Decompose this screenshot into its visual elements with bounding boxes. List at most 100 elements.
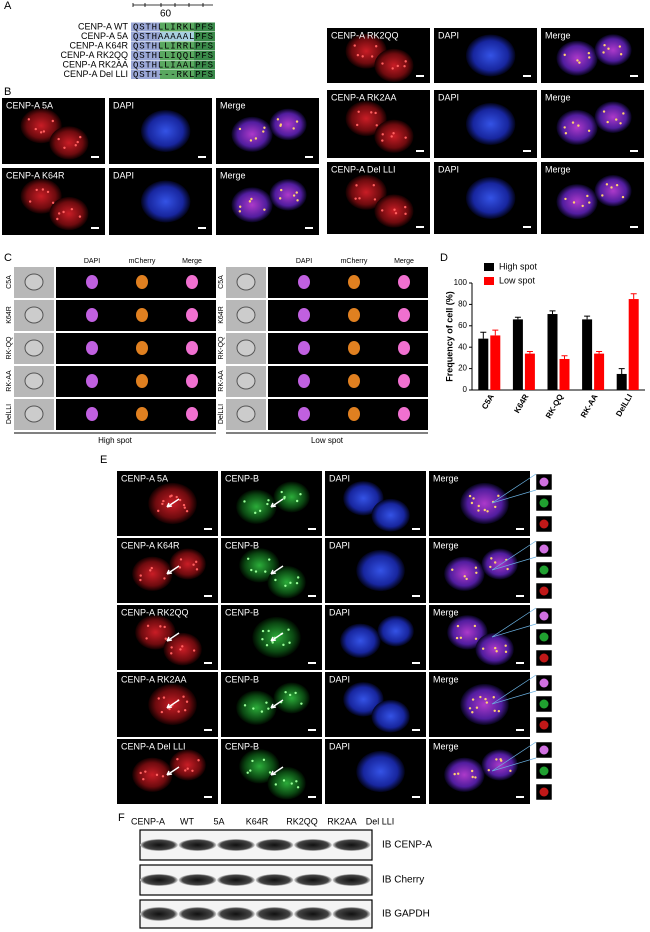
band [255, 874, 294, 886]
spot [267, 629, 270, 633]
scale-bar [523, 226, 531, 228]
row-label: C5A [218, 275, 225, 289]
arrow [270, 632, 284, 642]
channel-label: Merge [433, 674, 459, 684]
spot [178, 566, 182, 569]
spot [265, 643, 269, 647]
lane-label: K64R [246, 816, 269, 826]
spot [34, 127, 37, 131]
cell-signal [186, 275, 198, 289]
spot [463, 575, 466, 578]
spot [267, 499, 270, 502]
spot [299, 493, 302, 496]
inset-spot [539, 565, 549, 575]
spot [279, 123, 283, 126]
channel-label: Merge [545, 92, 571, 102]
spot [191, 769, 194, 772]
cell-signal [186, 308, 198, 322]
spot [159, 625, 162, 628]
spot [587, 51, 591, 55]
cell-signal [298, 374, 310, 388]
spot [161, 502, 164, 506]
nucleus [371, 498, 410, 532]
scale-bar [412, 796, 420, 798]
nucleus [132, 757, 173, 792]
y-tick-label: 0 [463, 385, 468, 394]
nucleus [20, 178, 62, 214]
spot [295, 499, 299, 503]
spot [150, 566, 153, 570]
channel-label: DAPI [329, 741, 350, 751]
error-bar [514, 316, 521, 320]
blot-label: IB Cherry [382, 875, 424, 886]
spot [184, 769, 187, 772]
zoom-line [491, 473, 537, 504]
bar [616, 373, 627, 390]
lane-label: Del LLI [366, 816, 395, 826]
spot [495, 758, 498, 761]
cell [236, 273, 256, 291]
spot [456, 772, 460, 775]
nucleus [465, 34, 516, 77]
spot [563, 53, 566, 57]
band [255, 839, 294, 851]
spot [178, 498, 182, 502]
spot [477, 509, 480, 512]
spot [357, 110, 360, 113]
spot [373, 198, 377, 201]
spot [57, 212, 61, 215]
channel-label: CENP-A Del LLI [331, 164, 396, 174]
nucleus [481, 749, 518, 781]
cell [236, 405, 256, 423]
spot [176, 757, 179, 761]
error-bar [549, 310, 556, 315]
bar [582, 319, 593, 390]
spot [475, 706, 479, 709]
alignment-block [160, 32, 194, 41]
nucleus [163, 632, 202, 666]
spot [170, 652, 173, 655]
spot [381, 62, 384, 65]
spot [355, 123, 359, 127]
error-bar [480, 331, 487, 339]
nucleus [135, 615, 176, 650]
legend-swatch [484, 277, 494, 285]
spot [261, 638, 264, 641]
scale-bar [204, 796, 212, 798]
spot [250, 197, 253, 201]
inset-spot [539, 498, 549, 508]
spot [473, 624, 477, 628]
spot [42, 130, 46, 133]
spot [607, 47, 610, 50]
spot [145, 637, 148, 640]
channel-label: CENP-A Del LLI [121, 741, 186, 751]
nucleus [374, 48, 414, 83]
spot [254, 137, 258, 140]
spot [618, 45, 622, 48]
sequence-name: CENP-A Del LLI [63, 69, 128, 79]
scale-bar [516, 662, 524, 664]
spot [296, 786, 300, 789]
spot [500, 759, 503, 762]
spot [157, 509, 160, 513]
cell-signal [298, 275, 310, 289]
spot [497, 709, 501, 713]
y-axis-label: Frequency of cell (%) [444, 291, 454, 382]
y-tick-label: 80 [458, 300, 467, 309]
bar [559, 358, 570, 390]
scale-bar [204, 662, 212, 664]
cell-signal [136, 308, 148, 322]
nucleus [231, 187, 273, 223]
channel-label: DAPI [113, 100, 134, 110]
scale-bar [416, 75, 424, 77]
spot [468, 707, 472, 710]
alignment-block [194, 60, 215, 70]
channel-header: Merge [182, 258, 202, 265]
nucleus [556, 40, 598, 76]
spot [471, 775, 474, 779]
nucleus [594, 175, 632, 207]
nucleus [460, 482, 509, 525]
cell-signal [86, 407, 98, 421]
spot [603, 44, 606, 47]
spot [142, 778, 145, 781]
